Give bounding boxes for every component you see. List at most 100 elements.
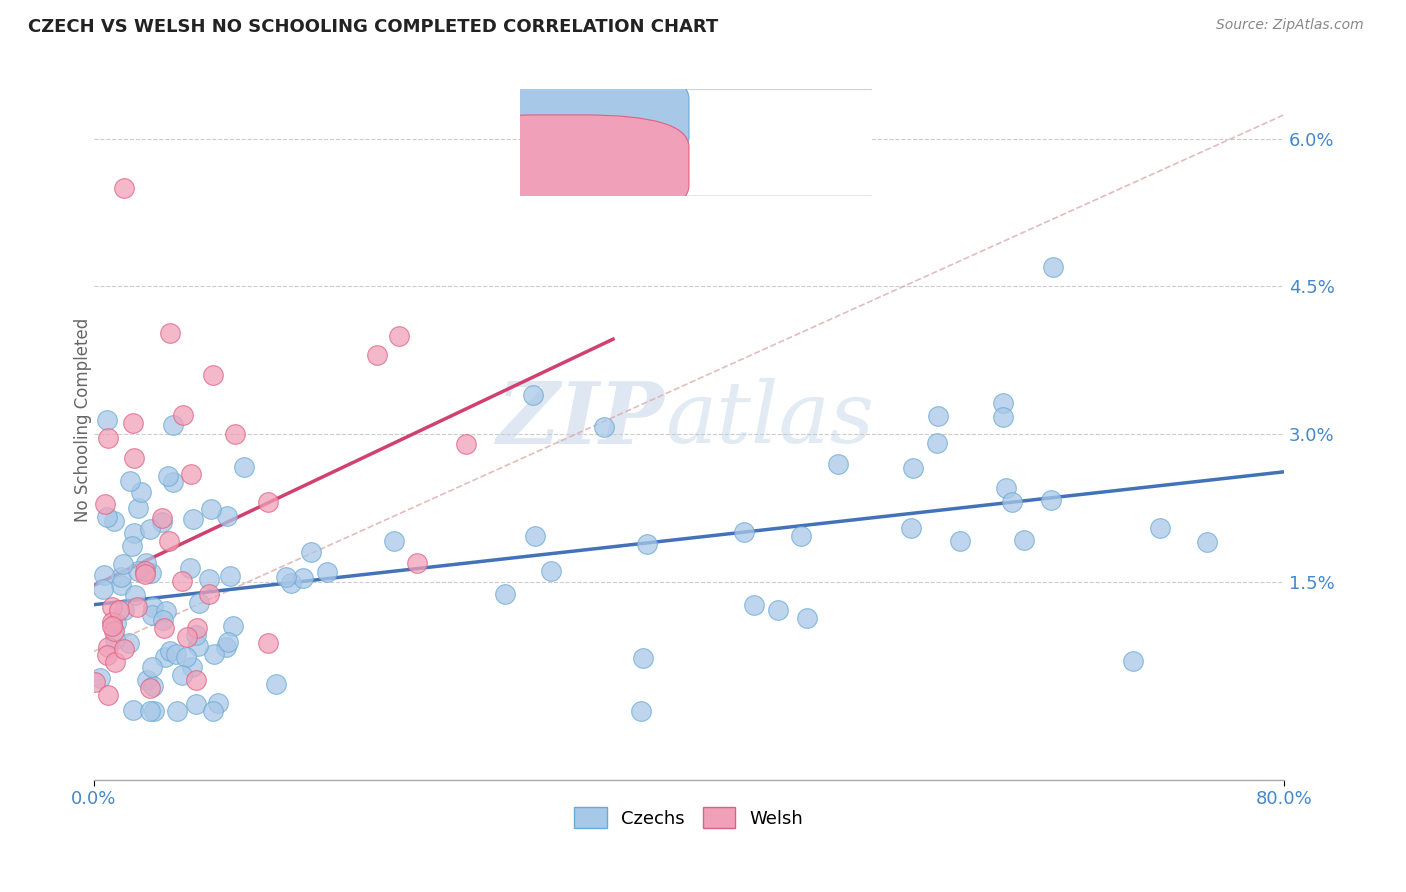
FancyBboxPatch shape bbox=[433, 67, 689, 169]
Point bbox=[388, 328, 411, 343]
Point bbox=[176, 630, 198, 644]
Text: N =: N = bbox=[738, 157, 775, 175]
Point bbox=[112, 642, 135, 657]
Point bbox=[141, 608, 163, 623]
Point bbox=[927, 436, 949, 450]
Point bbox=[789, 529, 811, 543]
Point bbox=[522, 388, 544, 402]
Legend: Czechs, Welsh: Czechs, Welsh bbox=[567, 800, 811, 836]
Point bbox=[257, 495, 280, 509]
Point bbox=[101, 619, 124, 633]
Point bbox=[184, 698, 207, 712]
Point bbox=[316, 565, 339, 579]
Point bbox=[993, 410, 1015, 425]
Point bbox=[127, 565, 149, 579]
Point bbox=[630, 704, 652, 718]
Point bbox=[157, 534, 180, 549]
FancyBboxPatch shape bbox=[517, 89, 875, 196]
Point bbox=[733, 525, 755, 540]
Point bbox=[593, 419, 616, 434]
Point bbox=[122, 703, 145, 717]
Point bbox=[122, 526, 145, 541]
Point bbox=[994, 481, 1017, 495]
Point bbox=[100, 600, 122, 615]
Point bbox=[187, 596, 209, 610]
Point bbox=[172, 668, 194, 682]
Point bbox=[631, 651, 654, 665]
Point bbox=[111, 557, 134, 571]
Point bbox=[159, 644, 181, 658]
Point bbox=[104, 632, 127, 646]
Point bbox=[139, 681, 162, 695]
Text: atlas: atlas bbox=[665, 378, 875, 461]
Text: Source: ZipAtlas.com: Source: ZipAtlas.com bbox=[1216, 18, 1364, 32]
Point bbox=[93, 567, 115, 582]
Point bbox=[292, 571, 315, 585]
Y-axis label: No Schooling Completed: No Schooling Completed bbox=[75, 318, 91, 522]
Point bbox=[97, 688, 120, 702]
Point bbox=[742, 598, 765, 612]
Point bbox=[157, 469, 180, 483]
Point bbox=[142, 600, 165, 615]
Point bbox=[382, 533, 405, 548]
Point bbox=[97, 640, 120, 655]
Point bbox=[122, 416, 145, 430]
Point bbox=[100, 615, 122, 629]
Point bbox=[636, 537, 658, 551]
Text: 0.133: 0.133 bbox=[654, 109, 706, 127]
Point bbox=[152, 621, 174, 635]
Point bbox=[768, 603, 790, 617]
Point bbox=[222, 619, 245, 633]
Point bbox=[454, 437, 477, 451]
Point bbox=[152, 613, 174, 627]
Point bbox=[84, 675, 107, 690]
Point bbox=[1122, 654, 1144, 668]
Text: 97: 97 bbox=[794, 109, 818, 127]
Point bbox=[187, 640, 209, 654]
Point bbox=[96, 413, 118, 427]
Point bbox=[172, 408, 194, 422]
Point bbox=[217, 509, 239, 524]
Point bbox=[184, 628, 207, 642]
Point bbox=[124, 588, 146, 602]
Point bbox=[110, 578, 132, 592]
Point bbox=[135, 673, 157, 687]
Point bbox=[264, 677, 287, 691]
Point bbox=[134, 566, 156, 581]
Text: R =: R = bbox=[598, 157, 634, 175]
FancyBboxPatch shape bbox=[433, 115, 689, 218]
Point bbox=[1042, 260, 1064, 274]
Point bbox=[207, 696, 229, 710]
Point bbox=[97, 431, 120, 445]
Point bbox=[150, 511, 173, 525]
Point bbox=[112, 181, 135, 195]
Point bbox=[217, 635, 239, 649]
Text: CZECH VS WELSH NO SCHOOLING COMPLETED CORRELATION CHART: CZECH VS WELSH NO SCHOOLING COMPLETED CO… bbox=[28, 18, 718, 36]
Point bbox=[224, 427, 246, 442]
Point bbox=[166, 704, 188, 718]
Point bbox=[184, 673, 207, 688]
Point bbox=[121, 539, 143, 553]
Point bbox=[366, 349, 388, 363]
Point bbox=[120, 474, 142, 488]
Point bbox=[165, 647, 187, 661]
Point bbox=[129, 485, 152, 500]
Point bbox=[181, 660, 204, 674]
Point bbox=[827, 457, 849, 471]
Point bbox=[159, 326, 181, 340]
Point bbox=[91, 582, 114, 596]
Text: 0.284: 0.284 bbox=[654, 157, 706, 175]
Point bbox=[1195, 535, 1218, 549]
Point bbox=[200, 502, 222, 516]
Text: 39: 39 bbox=[794, 157, 818, 175]
Point bbox=[170, 574, 193, 589]
Text: N =: N = bbox=[738, 109, 775, 127]
Point bbox=[155, 604, 177, 618]
Point bbox=[524, 529, 547, 543]
Point bbox=[197, 587, 219, 601]
Point bbox=[280, 576, 302, 591]
Point bbox=[233, 459, 256, 474]
Point bbox=[174, 649, 197, 664]
Point bbox=[405, 556, 427, 570]
Point bbox=[127, 599, 149, 614]
